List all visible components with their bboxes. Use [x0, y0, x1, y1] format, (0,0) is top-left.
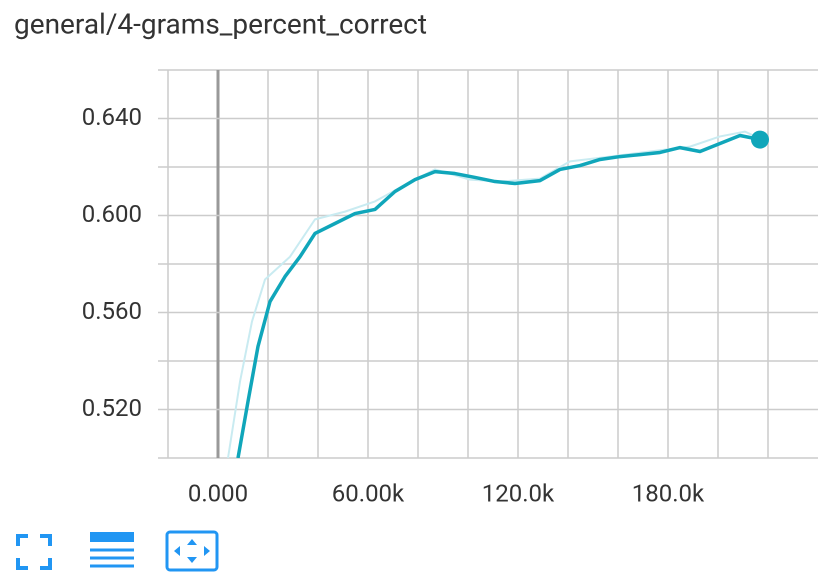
- x-tick-label: 0.000: [188, 479, 248, 507]
- y-tick-label: 0.640: [82, 103, 142, 131]
- grid: [158, 69, 818, 459]
- y-tick-label: 0.560: [82, 297, 142, 325]
- x-tick-label: 180.0k: [632, 479, 705, 507]
- plot-area: [227, 130, 769, 458]
- x-tick-label: 120.0k: [482, 479, 555, 507]
- toolbar: [16, 530, 219, 572]
- fullscreen-button[interactable]: [16, 534, 52, 570]
- toggle-log-button[interactable]: [90, 532, 134, 568]
- y-tick-label: 0.520: [82, 394, 142, 422]
- chart-title: general/4-grams_percent_correct: [14, 7, 427, 40]
- series-line: [236, 133, 761, 458]
- fit-domain-button[interactable]: [165, 530, 219, 572]
- end-marker: [751, 130, 769, 149]
- x-tick-label: 60.00k: [332, 479, 405, 507]
- tick-labels: 0.000 60.00k 120.0k 180.0k 0.520 0.560 0.600 0.…: [82, 103, 705, 508]
- y-tick-label: 0.600: [82, 200, 142, 228]
